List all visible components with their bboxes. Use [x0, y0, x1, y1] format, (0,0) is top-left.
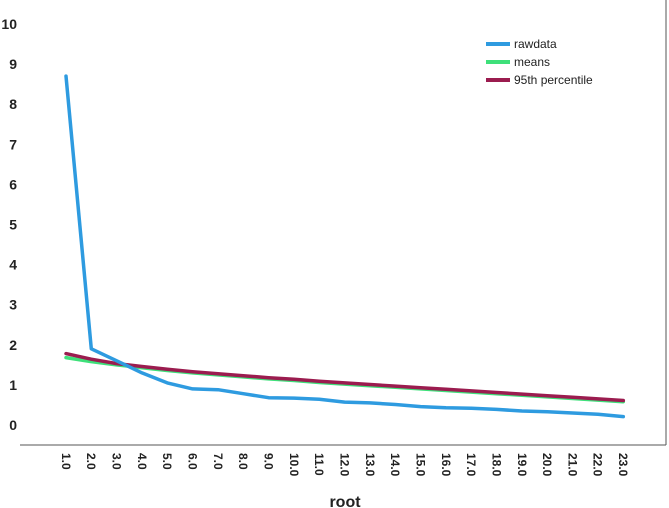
series-line-rawdata	[64, 74, 626, 419]
legend-label: 95th percentile	[514, 73, 593, 87]
legend-label: rawdata	[514, 37, 557, 51]
y-tick-label: 3	[9, 297, 17, 313]
y-tick-label: 0	[9, 417, 17, 433]
legend-label: means	[514, 55, 550, 69]
x-tick-label: 19.0	[515, 453, 529, 477]
x-tick-label: 8.0	[236, 453, 250, 470]
x-tick-label: 17.0	[464, 453, 478, 477]
x-tick-label: 1.0	[59, 453, 73, 470]
x-tick-label: 6.0	[185, 453, 199, 470]
x-tick-label: 5.0	[160, 453, 174, 470]
x-tick-label: 7.0	[211, 453, 225, 470]
x-tick-label: 10.0	[287, 453, 301, 477]
x-axis-title: root	[329, 494, 361, 508]
x-tick-label: 4.0	[135, 453, 149, 470]
x-tick-label: 3.0	[109, 453, 123, 470]
legend: rawdata means 95th percentile	[486, 37, 593, 87]
y-tick-label: 1	[9, 377, 17, 393]
y-tick-label: 7	[9, 136, 17, 152]
x-tick-label: 2.0	[84, 453, 98, 470]
y-tick-label: 9	[9, 56, 17, 72]
y-tick-label: 10	[1, 16, 17, 32]
x-tick-label: 12.0	[337, 453, 351, 477]
x-tick-label: 15.0	[413, 453, 427, 477]
series-lines	[64, 74, 626, 419]
x-tick-label: 18.0	[489, 453, 503, 477]
x-tick-label: 23.0	[616, 453, 630, 477]
x-tick-label: 14.0	[388, 453, 402, 477]
y-tick-label: 5	[9, 217, 17, 233]
y-tick-label: 8	[9, 96, 17, 112]
y-tick-label: 4	[9, 257, 17, 273]
x-tick-label: 20.0	[540, 453, 554, 477]
y-tick-label: 6	[9, 176, 17, 192]
x-tick-label: 16.0	[439, 453, 453, 477]
x-tick-label: 21.0	[565, 453, 579, 477]
x-tick-label: 11.0	[312, 453, 326, 476]
y-axis-ticks: 0 1 2 3 4 5 6 7 8 9 10	[1, 16, 17, 433]
x-tick-label: 9.0	[261, 453, 275, 470]
x-tick-label: 13.0	[363, 453, 377, 477]
y-tick-label: 2	[9, 337, 17, 353]
x-tick-label: 22.0	[591, 453, 605, 477]
series-line-95th-percentile	[64, 351, 626, 403]
x-axis-ticks: 1.0 2.0 3.0 4.0 5.0 6.0 7.0 8.0 9.0 10.0 11.0 12.0 1…	[59, 453, 630, 477]
